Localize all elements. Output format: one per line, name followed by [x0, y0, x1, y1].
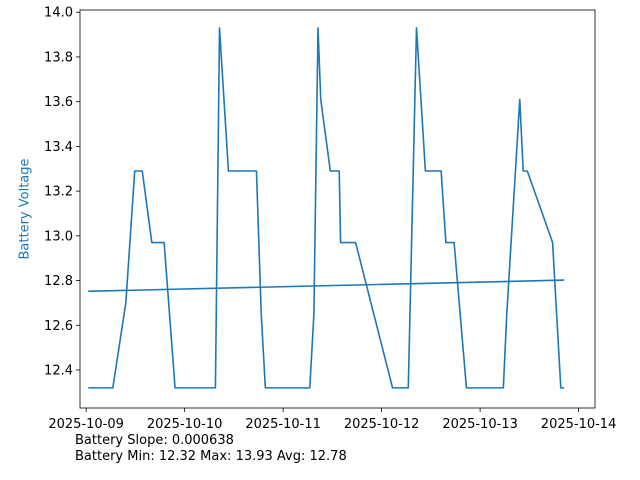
- y-tick-label: 13.0: [44, 229, 73, 244]
- y-tick-label: 13.4: [44, 140, 73, 155]
- trend-line: [88, 279, 565, 293]
- x-tick-label: 2025-10-09: [48, 417, 124, 432]
- y-tick-label: 13.8: [44, 50, 73, 65]
- x-tick-label: 2025-10-12: [344, 417, 420, 432]
- y-tick-label: 12.8: [44, 274, 73, 289]
- battery-slope-text: Battery Slope: 0.000638: [75, 433, 234, 448]
- y-tick-label: 14.0: [44, 6, 73, 21]
- battery-summary-text: Battery Min: 12.32 Max: 13.93 Avg: 12.78: [75, 449, 347, 464]
- x-tick-label: 2025-10-13: [442, 417, 518, 432]
- plot-frame: [79, 9, 596, 409]
- x-tick-label: 2025-10-14: [541, 417, 617, 432]
- x-tick-label: 2025-10-11: [245, 417, 321, 432]
- x-tick-label: 2025-10-10: [147, 417, 223, 432]
- y-tick-label: 13.2: [44, 185, 73, 200]
- x-axis-ticks: 2025-10-09 2025-10-10 2025-10-11 2025-10-12…: [48, 408, 616, 432]
- y-tick-label: 13.6: [44, 95, 73, 110]
- plot-lines: [88, 27, 565, 389]
- battery-voltage-line: [88, 27, 565, 389]
- y-axis-ticks: 12.4 12.6 12.8 13.0 13.2 13.4 13.6 13.8 14.0: [44, 6, 80, 378]
- y-axis-label: Battery Voltage: [18, 158, 33, 259]
- y-tick-label: 12.6: [44, 319, 73, 334]
- y-tick-label: 12.4: [44, 363, 73, 378]
